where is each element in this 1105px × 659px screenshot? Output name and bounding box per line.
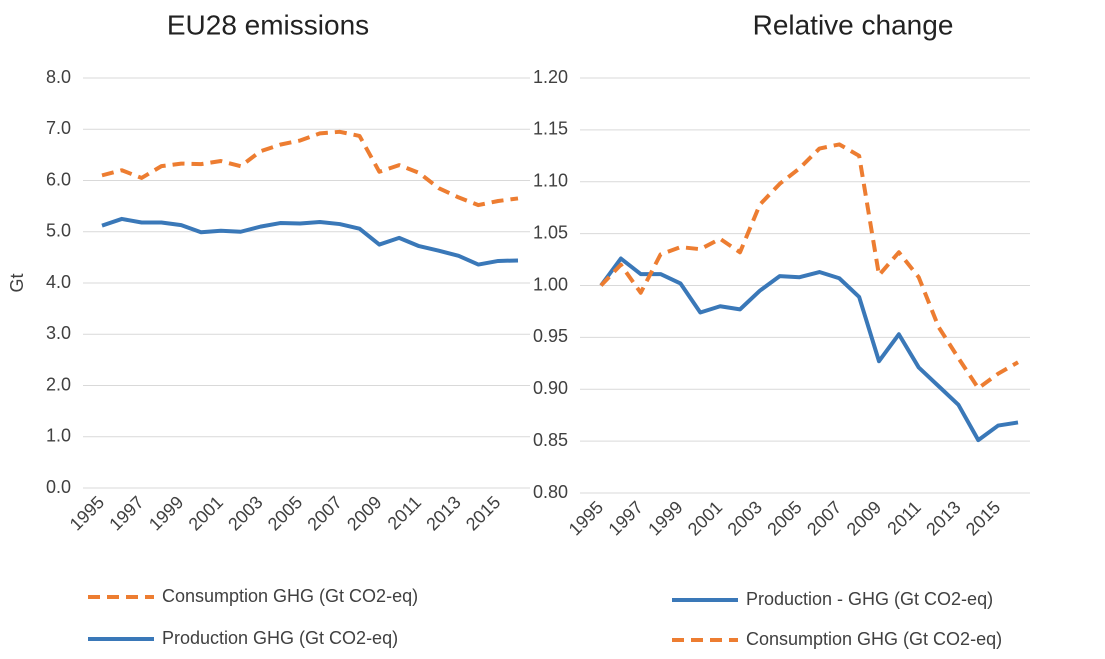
y-tick-label: 8.0 bbox=[46, 67, 71, 87]
y-tick-label: 0.0 bbox=[46, 477, 71, 497]
y-tick-label: 1.20 bbox=[533, 67, 568, 87]
x-tick-label: 2009 bbox=[843, 497, 885, 539]
series-line bbox=[101, 216, 519, 267]
legend-label: Production GHG (Gt CO2-eq) bbox=[162, 628, 398, 648]
y-tick-label: 0.90 bbox=[533, 378, 568, 398]
x-tick-label: 1995 bbox=[66, 492, 108, 534]
y-tick-label: 1.05 bbox=[533, 222, 568, 242]
x-tick-label: 2001 bbox=[684, 497, 726, 539]
x-tick-label: 2005 bbox=[264, 492, 306, 534]
x-tick-label: 2015 bbox=[462, 492, 504, 534]
y-tick-label: 3.0 bbox=[46, 323, 71, 343]
legend-label: Consumption GHG (Gt CO2-eq) bbox=[746, 629, 1002, 649]
x-tick-label: 1997 bbox=[604, 497, 646, 539]
y-tick-label: 6.0 bbox=[46, 169, 71, 189]
x-tick-label: 2011 bbox=[883, 497, 925, 539]
x-tick-label: 2007 bbox=[803, 497, 845, 539]
x-tick-label: 2013 bbox=[422, 492, 464, 534]
y-tick-label: 0.85 bbox=[533, 430, 568, 450]
x-tick-label: 2001 bbox=[185, 492, 227, 534]
x-tick-label: 1995 bbox=[565, 497, 607, 539]
legend-label: Consumption GHG (Gt CO2-eq) bbox=[162, 586, 418, 606]
x-tick-label: 2009 bbox=[343, 492, 385, 534]
x-tick-label: 1997 bbox=[105, 492, 147, 534]
x-tick-label: 1999 bbox=[145, 492, 187, 534]
y-axis-label: Gt bbox=[7, 273, 27, 292]
legend-label: Production - GHG (Gt CO2-eq) bbox=[746, 589, 993, 609]
y-tick-label: 0.95 bbox=[533, 326, 568, 346]
x-tick-label: 2015 bbox=[962, 497, 1004, 539]
series-line bbox=[599, 256, 1019, 443]
y-tick-label: 1.00 bbox=[533, 274, 568, 294]
y-tick-label: 0.80 bbox=[533, 482, 568, 502]
x-tick-label: 1999 bbox=[644, 497, 686, 539]
y-tick-label: 5.0 bbox=[46, 221, 71, 241]
y-tick-label: 4.0 bbox=[46, 272, 71, 292]
x-tick-label: 2005 bbox=[763, 497, 805, 539]
x-tick-label: 2007 bbox=[303, 492, 345, 534]
chart-title: Relative change bbox=[753, 9, 954, 40]
y-tick-label: 7.0 bbox=[46, 118, 71, 138]
x-tick-label: 2003 bbox=[724, 497, 766, 539]
chart-title: EU28 emissions bbox=[167, 9, 369, 40]
y-tick-label: 1.15 bbox=[533, 119, 568, 139]
series-line bbox=[599, 142, 1019, 391]
x-tick-label: 2013 bbox=[922, 497, 964, 539]
y-tick-label: 1.10 bbox=[533, 171, 568, 191]
y-tick-label: 1.0 bbox=[46, 426, 71, 446]
series-line bbox=[101, 129, 519, 208]
x-tick-label: 2011 bbox=[384, 492, 426, 534]
y-tick-label: 2.0 bbox=[46, 374, 71, 394]
x-tick-label: 2003 bbox=[224, 492, 266, 534]
